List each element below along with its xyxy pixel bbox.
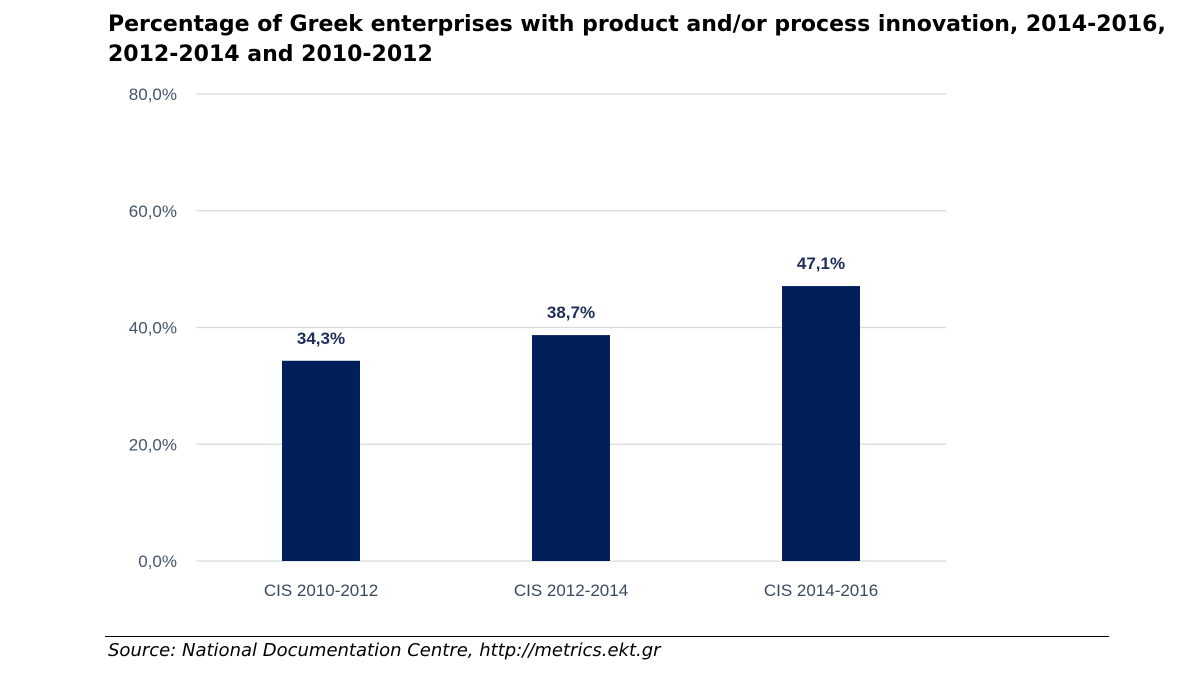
y-axis-ticks: 0,0% 20,0% 40,0% 60,0% 80,0%: [129, 85, 177, 571]
y-tick-label: 60,0%: [129, 202, 177, 221]
data-label: 47,1%: [797, 254, 845, 273]
category-label: CIS 2014-2016: [764, 581, 878, 600]
bar: [282, 360, 360, 561]
data-label: 34,3%: [297, 329, 345, 348]
bar: [532, 335, 610, 561]
data-labels: 34,3% 38,7% 47,1%: [297, 254, 845, 348]
x-axis-categories: CIS 2010-2012 CIS 2012-2014 CIS 2014-2016: [264, 581, 878, 600]
y-tick-label: 40,0%: [129, 319, 177, 338]
y-tick-label: 0,0%: [138, 552, 177, 571]
chart-title: Percentage of Greek enterprises with pro…: [108, 12, 1166, 67]
footer-divider: [105, 636, 1109, 637]
data-label: 38,7%: [547, 303, 595, 322]
y-tick-label: 20,0%: [129, 435, 177, 454]
bar: [782, 286, 860, 561]
y-tick-label: 80,0%: [129, 85, 177, 104]
category-label: CIS 2012-2014: [514, 581, 628, 600]
bars: [282, 286, 860, 561]
source-note: Source: National Documentation Centre, h…: [108, 640, 661, 661]
category-label: CIS 2010-2012: [264, 581, 378, 600]
